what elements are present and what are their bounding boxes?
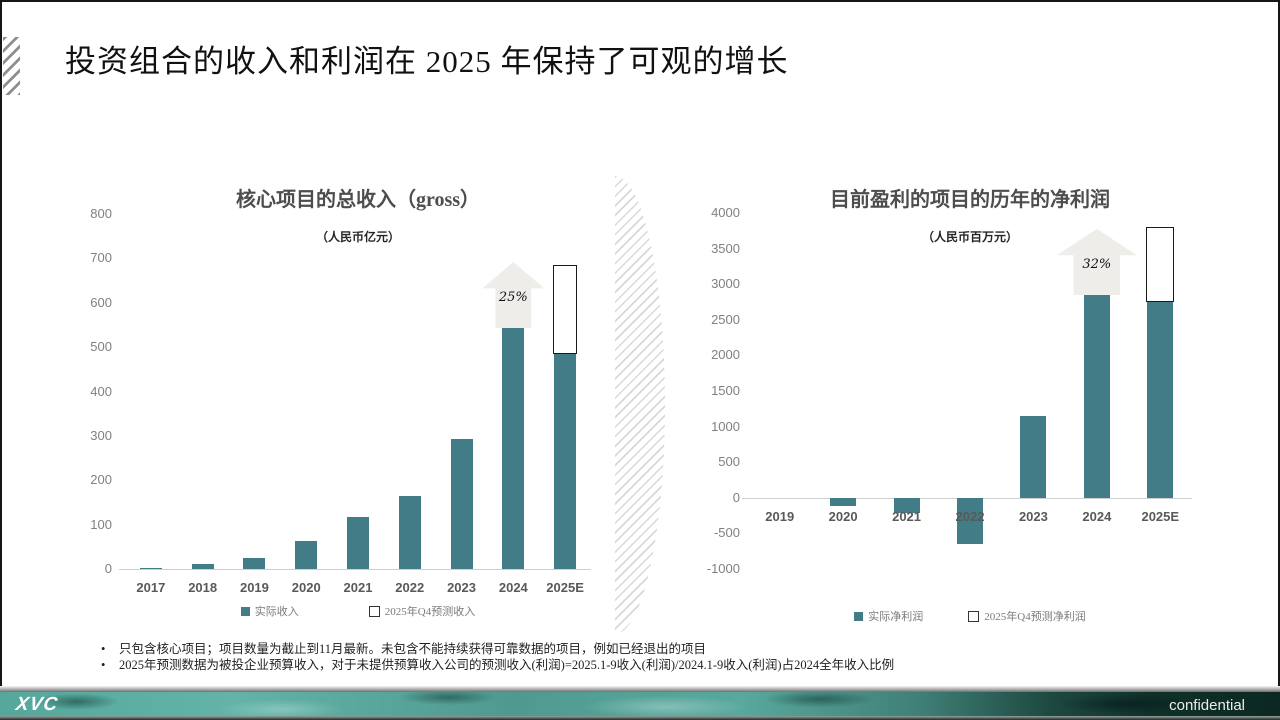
x-category-label: 2021 (343, 580, 373, 595)
y-tick-label: 100 (90, 516, 112, 532)
y-tick-label: 3500 (711, 240, 740, 256)
bar-actual-2024 (502, 328, 525, 569)
right-chart-title: 目前盈利的项目的历年的净利润 (830, 189, 1110, 211)
footnote-2: 2025年预测数据为被投企业预算收入，对于未提供预算收入公司的预测收入(利润)=… (95, 657, 1195, 673)
bar-actual-2020 (830, 497, 857, 506)
bar-actual-2024 (1083, 294, 1110, 498)
x-category-label: 2017 (136, 580, 166, 595)
footnote-1: 只包含核心项目；项目数量为截止到11月最新。未包含不能持续获得可靠数据的项目，例… (95, 641, 1195, 657)
bar-actual-2025E (554, 353, 577, 569)
x-category-label: 2023 (1018, 509, 1048, 524)
y-tick-label: -1000 (706, 561, 740, 576)
growth-arrow: 25% (482, 262, 545, 329)
x-category-label: 2022 (395, 580, 425, 595)
growth-label: 32% (1082, 256, 1112, 272)
y-tick-label: 1500 (711, 383, 740, 398)
x-category-label: 2025E (1141, 509, 1180, 524)
x-category-label: 2020 (291, 580, 321, 595)
y-tick-label: 2000 (711, 347, 740, 363)
legend-label-actual: 实际收入 (254, 606, 299, 618)
x-category-label: 2022 (955, 509, 985, 524)
y-tick-label: 600 (90, 294, 112, 310)
x-category-label: 2024 (1082, 509, 1112, 524)
x-category-label: 2019 (765, 509, 795, 524)
y-tick-label: -500 (713, 525, 740, 541)
y-tick-label: 500 (90, 339, 112, 355)
bar-forecast-2025E (553, 265, 578, 354)
x-category-label: 2024 (498, 580, 528, 595)
left-chart-subtitle: （人民币亿元） (315, 230, 400, 244)
divider-hatch-decoration (615, 176, 665, 634)
legend-label-actual: 实际净利润 (868, 611, 924, 623)
y-tick-label: 500 (718, 454, 740, 470)
bar-actual-2018 (191, 563, 214, 569)
y-tick-label: 200 (90, 472, 112, 488)
x-category-label: 2025E (546, 580, 584, 595)
x-category-label: 2021 (892, 509, 922, 524)
left-chart-title: 核心项目的总收入（gross） (235, 189, 481, 211)
y-tick-label: 800 (90, 206, 112, 221)
x-category-label: 2020 (828, 509, 858, 524)
legend-item-forecast: 2025年Q4预测净利润 (968, 608, 1086, 624)
legend-label-forecast: 2025年Q4预测净利润 (984, 611, 1086, 623)
bar-actual-2021 (893, 497, 920, 514)
bar-actual-2022 (957, 497, 983, 545)
footer-bottom-strip (0, 716, 1280, 720)
page-title: 投资组合的收入和利润在 2025 年保持了可观的增长 (65, 44, 789, 79)
bar-actual-2023 (450, 438, 473, 569)
right-chart-legend: 实际净利润 2025年Q4预测净利润 (748, 608, 1192, 624)
left-chart-legend: 实际收入 2025年Q4预测收入 (125, 603, 591, 619)
growth-label: 25% (498, 289, 528, 305)
bar-actual-2025E (1147, 302, 1174, 498)
y-tick-label: 300 (90, 427, 112, 443)
corner-hatch-decoration (3, 37, 20, 95)
footnotes: 只包含核心项目；项目数量为截止到11月最新。未包含不能持续获得可靠数据的项目，例… (95, 641, 1195, 673)
legend-swatch-forecast-icon (368, 605, 380, 617)
axis-baseline (119, 569, 591, 570)
bar-actual-2023 (1020, 415, 1047, 498)
bar-actual-2019 (243, 557, 266, 569)
x-category-label: 2023 (447, 580, 476, 595)
y-tick-label: 0 (732, 489, 740, 505)
y-tick-label: 1000 (711, 418, 740, 434)
x-category-label: 2018 (188, 580, 218, 595)
legend-swatch-actual-icon (854, 611, 864, 621)
xvc-logo: XVC (14, 694, 60, 715)
footer-texture-band (0, 692, 1280, 716)
bar-forecast-2025E (1146, 227, 1175, 302)
legend-item-actual: 实际净利润 (854, 608, 923, 624)
y-tick-label: 400 (90, 383, 112, 399)
legend-label-forecast: 2025年Q4预测收入 (384, 606, 476, 618)
y-tick-label: 4000 (711, 205, 740, 220)
bar-actual-2021 (347, 517, 369, 569)
footer-bevel-strip (0, 686, 1280, 692)
x-category-label: 2019 (239, 580, 269, 595)
bar-actual-2020 (295, 541, 318, 569)
y-tick-label: 700 (90, 250, 112, 266)
y-tick-label: 2500 (711, 311, 740, 327)
legend-item-forecast: 2025年Q4预测收入 (368, 603, 476, 619)
right-chart-subtitle: （人民币百万元） (921, 230, 1018, 244)
confidential-label: confidential (1169, 697, 1245, 714)
legend-swatch-actual-icon (240, 606, 250, 616)
legend-swatch-forecast-icon (968, 610, 980, 622)
bar-actual-2017 (139, 567, 162, 570)
bar-actual-2022 (398, 496, 421, 569)
y-tick-label: 3000 (711, 276, 740, 292)
legend-item-actual: 实际收入 (240, 603, 299, 619)
y-tick-label: 0 (104, 561, 112, 576)
